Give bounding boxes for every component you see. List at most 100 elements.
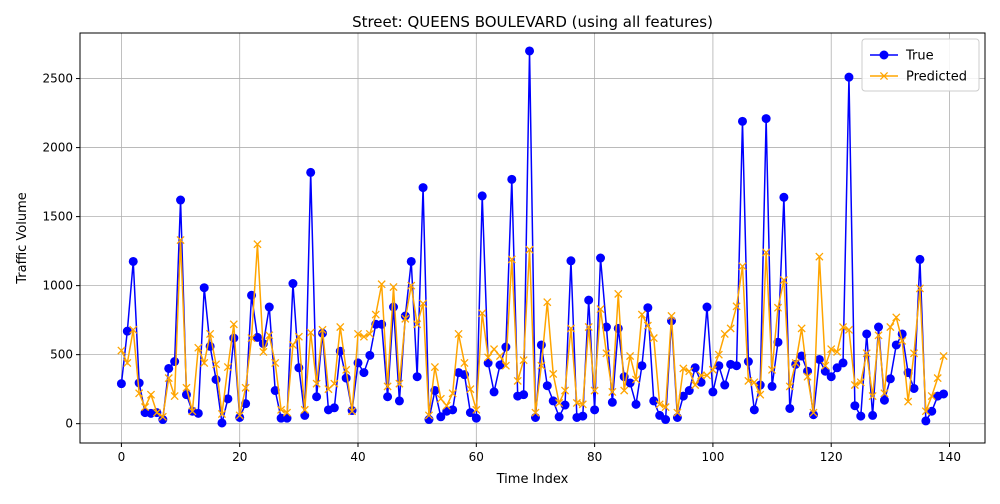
x-tick-label: 120	[820, 450, 843, 464]
predicted-point	[815, 252, 824, 261]
true-point	[477, 191, 487, 201]
predicted-point	[282, 408, 292, 417]
true-point	[282, 413, 292, 423]
predicted-point	[501, 361, 510, 370]
true-point	[170, 357, 180, 367]
true-point	[252, 332, 262, 342]
axes: 0 20 40 60 80 100 120 140 0 500 1000 1500 2000 2500	[42, 72, 961, 464]
predicted-point	[383, 382, 392, 391]
true-point	[868, 410, 878, 420]
true-point	[406, 256, 416, 266]
predicted-point	[874, 331, 883, 340]
predicted-point	[395, 379, 404, 388]
predicted-point	[862, 349, 871, 358]
predicted-point	[194, 343, 203, 352]
true-point	[690, 363, 700, 373]
true-point	[122, 326, 132, 336]
true-point	[702, 302, 712, 312]
y-axis-label: Traffic Volume	[15, 192, 30, 285]
predicted-point	[353, 329, 363, 339]
predicted-point	[430, 363, 439, 372]
true-point	[483, 358, 493, 368]
true-point	[501, 342, 511, 352]
true-point	[507, 174, 517, 184]
predicted-point	[744, 376, 753, 385]
true-point	[649, 396, 659, 406]
true-point	[607, 397, 617, 407]
x-axis-label: Time Index	[496, 472, 569, 487]
predicted-point	[371, 310, 380, 319]
predicted-point	[525, 245, 534, 254]
predicted-point	[141, 403, 150, 412]
true-point	[862, 329, 872, 339]
predicted-point	[637, 310, 646, 319]
predicted-point	[294, 332, 303, 341]
true-point	[785, 403, 795, 413]
predicted-point	[277, 405, 286, 414]
predicted-point	[614, 289, 623, 298]
true-point	[418, 183, 428, 193]
predicted-point	[170, 392, 179, 401]
predicted-point	[135, 389, 144, 398]
true-point	[306, 167, 316, 177]
x-tick-label: 80	[587, 450, 602, 464]
predicted-line	[120, 240, 945, 419]
predicted-point	[620, 386, 629, 395]
predicted-point	[419, 299, 428, 308]
predicted-point	[424, 411, 434, 420]
predicted-point	[513, 376, 522, 385]
true-point	[820, 366, 830, 376]
predicted-point	[850, 380, 859, 390]
predicted-point	[158, 412, 167, 421]
predicted-point	[566, 324, 576, 333]
true-point	[921, 416, 931, 426]
predicted-point	[649, 334, 658, 343]
predicted-point	[146, 390, 156, 399]
predicted-point	[838, 322, 848, 332]
predicted-point	[833, 347, 842, 356]
true-point	[164, 363, 174, 373]
true-point	[388, 302, 398, 312]
y-tick-label: 0	[65, 417, 73, 431]
legend-true-marker	[879, 50, 889, 60]
true-point	[708, 387, 718, 397]
predicted-point	[436, 394, 445, 403]
predicted-point	[809, 408, 818, 417]
true-point	[850, 401, 860, 411]
true-point	[737, 116, 747, 126]
predicted-point	[531, 408, 540, 417]
true-series	[116, 46, 949, 428]
predicted-point	[750, 378, 759, 387]
true-point	[915, 254, 925, 264]
predicted-point	[442, 401, 451, 410]
predicted-point	[407, 281, 416, 290]
predicted-point	[679, 364, 688, 373]
x-tick-label: 140	[938, 450, 961, 464]
predicted-point	[318, 325, 327, 334]
true-point	[116, 379, 126, 389]
x-tick-label: 100	[701, 450, 724, 464]
y-tick-label: 1500	[42, 210, 73, 224]
true-point	[199, 283, 209, 293]
x-tick-label: 0	[118, 450, 126, 464]
true-point	[548, 396, 558, 406]
predicted-point	[555, 398, 564, 408]
predicted-point	[685, 367, 694, 376]
chart-title: Street: QUEENS BOULEVARD (using all feat…	[352, 13, 713, 31]
predicted-point	[732, 302, 741, 311]
predicted-point	[797, 324, 806, 333]
true-point	[412, 372, 422, 382]
y-tick-label: 1000	[42, 279, 73, 293]
true-point	[826, 372, 836, 382]
predicted-point	[915, 284, 924, 293]
predicted-point	[342, 365, 351, 374]
predicted-point	[844, 325, 854, 334]
predicted-point	[868, 392, 877, 401]
true-point	[584, 295, 594, 305]
predicted-point	[117, 346, 126, 355]
predicted-point	[448, 389, 457, 398]
true-point	[383, 392, 393, 402]
predicted-point	[365, 329, 374, 339]
true-point	[761, 114, 771, 124]
